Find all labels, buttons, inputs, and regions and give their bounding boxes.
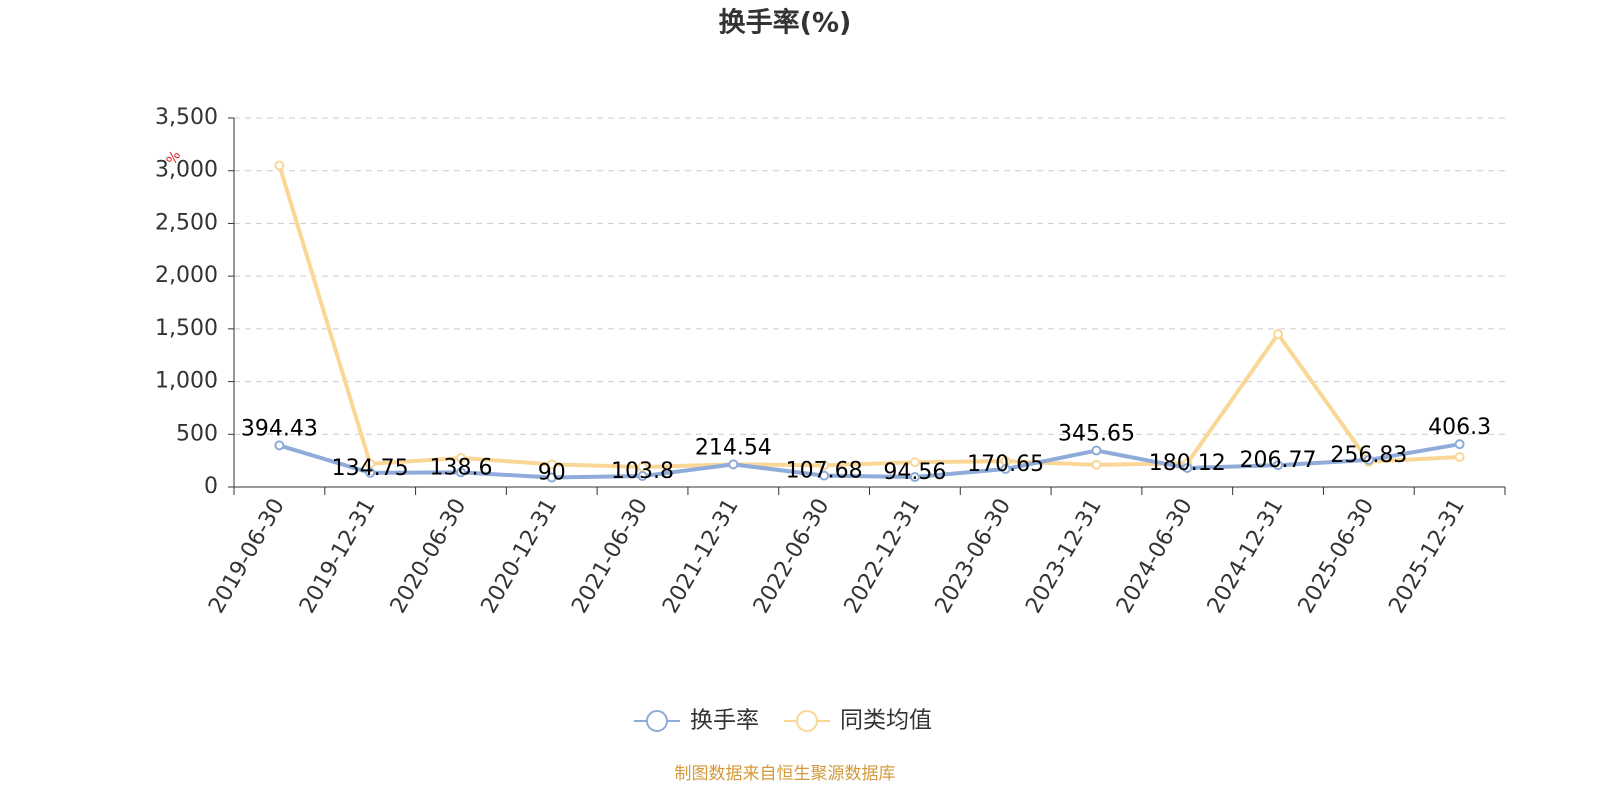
data-label: 103.8 [611, 459, 674, 484]
x-tick-label: 2021-12-31 [658, 495, 744, 618]
data-point [1273, 460, 1284, 471]
data-label: 214.54 [695, 435, 772, 460]
y-tick-label: 2,000 [155, 263, 218, 288]
x-tick-label: 2023-12-31 [1021, 495, 1107, 618]
legend-marker [646, 710, 668, 732]
x-tick-label: 2022-06-30 [749, 495, 835, 618]
series-line [277, 164, 1460, 469]
x-tick-label: 2024-06-30 [1112, 495, 1198, 618]
y-tick-label: 500 [176, 421, 218, 446]
data-point [819, 470, 830, 481]
data-point [274, 160, 285, 171]
chart-title: 换手率(%) [719, 7, 852, 39]
x-tick-label: 2025-12-31 [1384, 495, 1470, 618]
y-tick-label: 0 [204, 474, 218, 499]
data-point [637, 461, 648, 472]
data-label: 134.75 [332, 456, 409, 481]
y-tick-label: 1,000 [155, 369, 218, 394]
data-point [1454, 439, 1465, 450]
data-point [1454, 451, 1465, 462]
x-tick-label: 2020-06-30 [386, 495, 472, 618]
data-point [1273, 329, 1284, 340]
data-point [455, 453, 466, 464]
data-label: 94.56 [883, 460, 946, 485]
data-point [819, 460, 830, 471]
data-point [1363, 454, 1374, 465]
data-point [546, 459, 557, 470]
y-tick-label: 2,500 [155, 210, 218, 235]
data-point [274, 440, 285, 451]
legend-label: 同类均值 [840, 708, 932, 734]
x-tick-label: 2019-06-30 [204, 495, 290, 618]
y-tick-label: 3,000 [155, 158, 218, 183]
data-label: 107.68 [786, 459, 863, 484]
data-point [1091, 445, 1102, 456]
y-tick-label: 3,500 [155, 105, 218, 130]
data-label: 345.65 [1058, 422, 1135, 447]
data-label: 256.83 [1330, 443, 1407, 468]
data-label: 394.43 [241, 416, 318, 441]
data-label: 206.77 [1240, 448, 1317, 473]
data-point [909, 472, 920, 483]
data-point [455, 467, 466, 478]
legend-marker [796, 710, 818, 732]
x-tick-label: 2025-06-30 [1294, 495, 1380, 618]
x-tick-label: 2021-06-30 [567, 495, 653, 618]
data-point [365, 467, 376, 478]
data-label: 180.12 [1149, 451, 1226, 476]
x-tick-label: 2019-12-31 [295, 495, 381, 618]
source-note: 制图数据来自恒生聚源数据库 [675, 764, 896, 784]
data-point [1000, 464, 1011, 475]
y-tick-label: 1,500 [155, 316, 218, 341]
data-label: 170.65 [967, 452, 1044, 477]
data-label: 90 [538, 461, 566, 486]
series-line [278, 442, 1460, 480]
x-tick-label: 2020-12-31 [477, 495, 563, 618]
legend-label: 换手率 [690, 708, 759, 734]
data-point [637, 471, 648, 482]
data-point [1091, 459, 1102, 470]
data-label: 406.3 [1428, 415, 1491, 440]
data-point [1182, 463, 1193, 474]
x-tick-label: 2024-12-31 [1203, 495, 1289, 618]
data-point [728, 459, 739, 470]
x-tick-label: 2023-06-30 [930, 495, 1016, 618]
data-point [546, 472, 557, 483]
x-tick-label: 2022-12-31 [840, 494, 926, 617]
data-label: 138.6 [429, 455, 492, 480]
data-point [909, 457, 920, 468]
